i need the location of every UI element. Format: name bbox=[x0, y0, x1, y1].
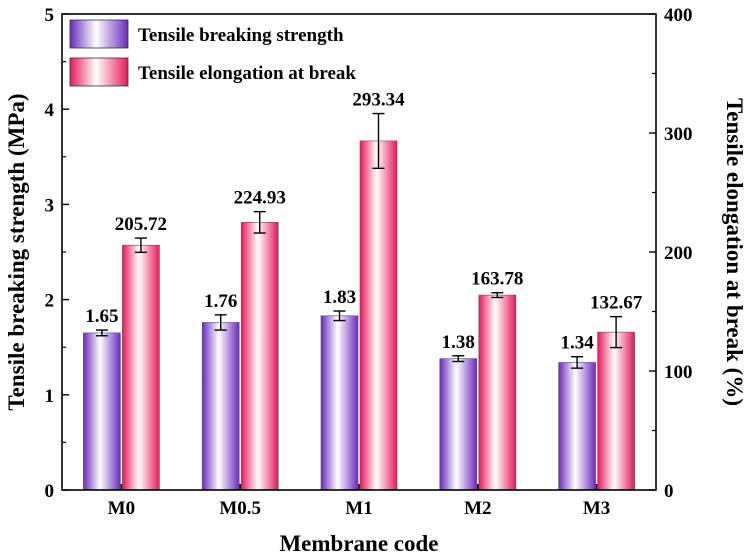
data-label-strength-M2: 1.38 bbox=[442, 332, 475, 353]
bar-strength-M1 bbox=[320, 315, 359, 491]
y-tick-label: 0 bbox=[45, 481, 55, 502]
y-tick-label: 3 bbox=[45, 195, 55, 216]
error-bars-layer bbox=[95, 112, 623, 369]
y-axis-title: Tensile breaking strength (MPa) bbox=[4, 93, 29, 410]
data-label-strength-M0.5: 1.76 bbox=[204, 291, 237, 312]
bar-strength-M2 bbox=[439, 358, 478, 491]
bar-elongation-M3 bbox=[597, 331, 635, 491]
x-tick-label-M0.5: M0.5 bbox=[219, 498, 261, 519]
data-label-elongation-M1: 293.34 bbox=[352, 90, 405, 111]
bar-elongation-M0 bbox=[122, 244, 160, 491]
bar-strength-M0 bbox=[83, 332, 121, 491]
x-tick-label-M3: M3 bbox=[583, 498, 610, 519]
data-label-strength-M1: 1.83 bbox=[323, 287, 356, 308]
data-label-elongation-M2: 163.78 bbox=[471, 269, 523, 290]
legend: Tensile breaking strength Tensile elonga… bbox=[69, 19, 356, 87]
bar-strength-M3 bbox=[558, 362, 596, 491]
data-label-elongation-M0.5: 224.93 bbox=[234, 188, 286, 209]
data-labels-layer: 1.65 1.76 1.83 1.38 1.34 205.72 224.93 293.34 16… bbox=[85, 90, 642, 354]
data-label-elongation-M3: 132.67 bbox=[590, 293, 643, 314]
data-label-elongation-M0: 205.72 bbox=[115, 214, 167, 235]
y-tick-label: 4 bbox=[45, 100, 55, 121]
y-tick-label: 5 bbox=[45, 5, 55, 26]
bar-strength-M0.5 bbox=[201, 322, 240, 491]
y2-tick-label: 300 bbox=[664, 124, 693, 145]
x-tick-label-M0: M0 bbox=[108, 498, 135, 519]
ticks-layer: M0 M0.5 M1 M2 M3 0 1 2 3 4 5 0 100 200 300 400 bbox=[45, 5, 693, 519]
bars-layer bbox=[83, 140, 635, 491]
y-tick-label: 1 bbox=[45, 386, 55, 407]
y2-axis-title: Tensile elongation at break (%) bbox=[722, 98, 746, 406]
legend-swatch-tensile-strength bbox=[69, 19, 129, 49]
x-tick-label-M2: M2 bbox=[464, 498, 491, 519]
bar-elongation-M2 bbox=[478, 294, 517, 491]
x-tick-label-M1: M1 bbox=[345, 498, 372, 519]
y-tick-label: 2 bbox=[45, 291, 55, 312]
bar-elongation-M1 bbox=[359, 140, 398, 491]
data-label-strength-M0: 1.65 bbox=[85, 306, 118, 327]
legend-label-elongation: Tensile elongation at break bbox=[138, 63, 356, 84]
y2-tick-label: 100 bbox=[664, 362, 693, 383]
bar-elongation-M0.5 bbox=[240, 222, 279, 491]
y2-tick-label: 400 bbox=[664, 5, 693, 26]
y2-tick-label: 200 bbox=[664, 243, 693, 264]
legend-swatch-elongation bbox=[69, 57, 129, 87]
legend-label-tensile-strength: Tensile breaking strength bbox=[138, 25, 344, 46]
data-label-strength-M3: 1.34 bbox=[560, 333, 594, 354]
y2-tick-label: 0 bbox=[664, 481, 674, 502]
x-axis-title: Membrane code bbox=[279, 531, 438, 556]
